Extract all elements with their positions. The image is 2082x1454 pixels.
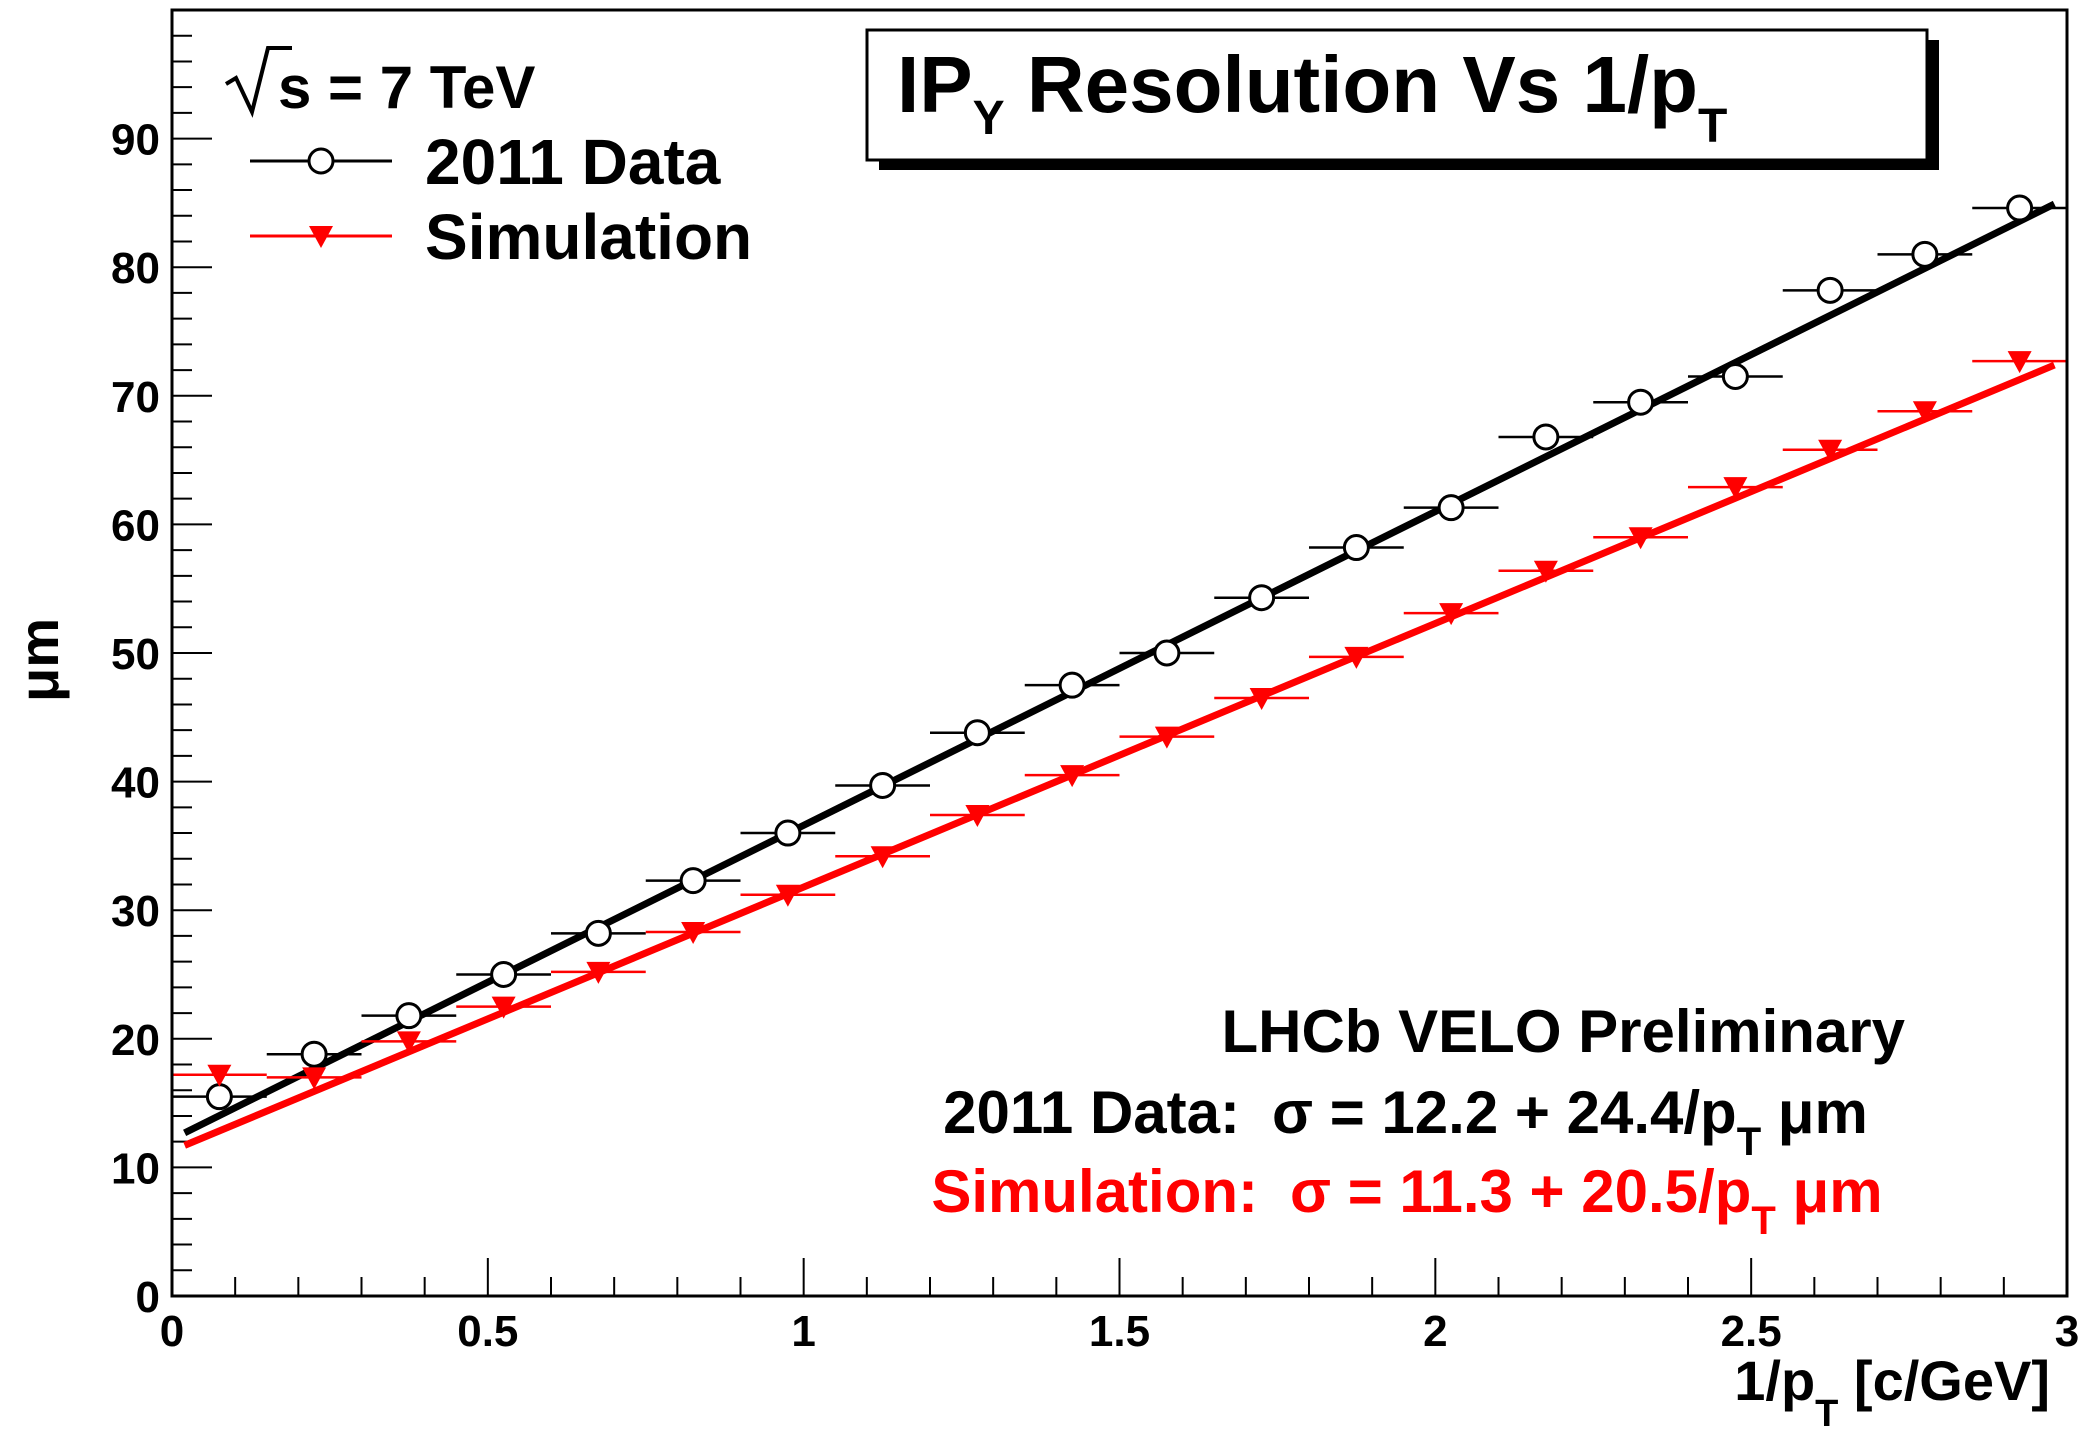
energy-label: s = 7 TeV	[224, 46, 535, 121]
point-data	[490, 961, 518, 988]
point-simulation	[1249, 688, 1274, 711]
y-tick-label: 90	[111, 116, 160, 165]
x-axis-title: 1/pT [c/GeV]	[1734, 1349, 2050, 1435]
point-simulation	[207, 1064, 232, 1087]
y-tick-label: 70	[111, 373, 160, 422]
experiment-label: LHCb VELO Preliminary	[1222, 998, 1906, 1065]
point-simulation	[775, 884, 800, 907]
x-tick-label: 2.5	[1721, 1307, 1782, 1356]
point-data	[1627, 388, 1655, 416]
legend-label-simulation: Simulation	[425, 201, 752, 273]
x-tick-label: 3	[2055, 1307, 2079, 1356]
x-tick-label: 2	[1423, 1307, 1447, 1356]
point-data	[1721, 363, 1749, 391]
point-simulation	[302, 1067, 327, 1090]
title-box	[865, 28, 1929, 162]
point-simulation	[1439, 603, 1464, 626]
legend-marker-simulation	[309, 226, 333, 248]
point-data	[869, 771, 897, 799]
data-points	[172, 194, 2067, 1111]
point-simulation	[870, 846, 895, 869]
legend-marker-data	[307, 147, 335, 175]
legend-label-data: 2011 Data	[425, 126, 721, 198]
legend-entry-data: 2011 Data	[250, 126, 721, 198]
point-data	[679, 867, 707, 895]
point-data	[1248, 584, 1276, 612]
point-simulation	[1628, 527, 1653, 550]
point-simulation	[1912, 401, 1937, 424]
point-data	[1532, 423, 1560, 451]
chart-title: IPY Resolution Vs 1/pT	[897, 40, 1727, 153]
axis-ticks	[171, 9, 2068, 1297]
point-data	[1153, 639, 1181, 667]
point-simulation	[1154, 726, 1179, 749]
point-data	[1816, 276, 1844, 304]
point-data	[2006, 194, 2034, 222]
point-simulation	[586, 961, 611, 984]
sim-fit-label: Simulation:	[931, 1158, 1258, 1225]
legend: 2011 Data Simulation	[250, 126, 752, 273]
point-simulation	[1533, 560, 1558, 583]
sim-fit-formula: σ = 11.3 + 20.5/pT μm	[1290, 1158, 1883, 1243]
y-tick-label: 20	[111, 1016, 160, 1065]
point-simulation	[1818, 439, 1843, 462]
y-tick-label: 30	[111, 887, 160, 936]
x-tick-label: 1.5	[1089, 1307, 1150, 1356]
point-simulation	[1060, 765, 1085, 788]
legend-entry-simulation: Simulation	[250, 201, 752, 273]
point-data	[1437, 494, 1465, 522]
point-simulation	[2007, 351, 2032, 374]
x-tick-label: 0.5	[457, 1307, 518, 1356]
point-data	[774, 819, 802, 847]
point-data	[1058, 671, 1086, 699]
fit-line-simulation	[183, 361, 2056, 1149]
y-tick-label: 80	[111, 244, 160, 293]
data-fit-formula: σ = 12.2 + 24.4/pT μm	[1272, 1079, 1868, 1164]
point-data	[584, 919, 612, 947]
point-simulation	[1344, 646, 1369, 669]
x-tick-label: 1	[791, 1307, 815, 1356]
point-simulation	[1723, 477, 1748, 500]
point-simulation	[681, 922, 706, 945]
point-simulation	[396, 1031, 421, 1054]
point-simulation	[965, 805, 990, 828]
plot-frame	[170, 8, 2069, 1298]
y-tick-label: 50	[111, 630, 160, 679]
point-data	[395, 1002, 423, 1030]
sqrt-sign	[224, 46, 292, 118]
y-tick-label: 40	[111, 759, 160, 808]
x-tick-label: 0	[160, 1307, 184, 1356]
y-tick-label: 10	[111, 1144, 160, 1193]
point-data	[1342, 534, 1370, 562]
point-data	[205, 1083, 233, 1111]
y-tick-label: 0	[136, 1273, 160, 1322]
point-data	[300, 1040, 328, 1068]
point-data	[1911, 240, 1939, 268]
y-tick-label: 60	[111, 501, 160, 550]
energy-text: s = 7 TeV	[278, 54, 535, 121]
y-axis-title: μm	[7, 618, 70, 702]
point-data	[963, 719, 991, 747]
point-simulation	[491, 996, 516, 1019]
data-fit-label: 2011 Data:	[943, 1079, 1240, 1146]
